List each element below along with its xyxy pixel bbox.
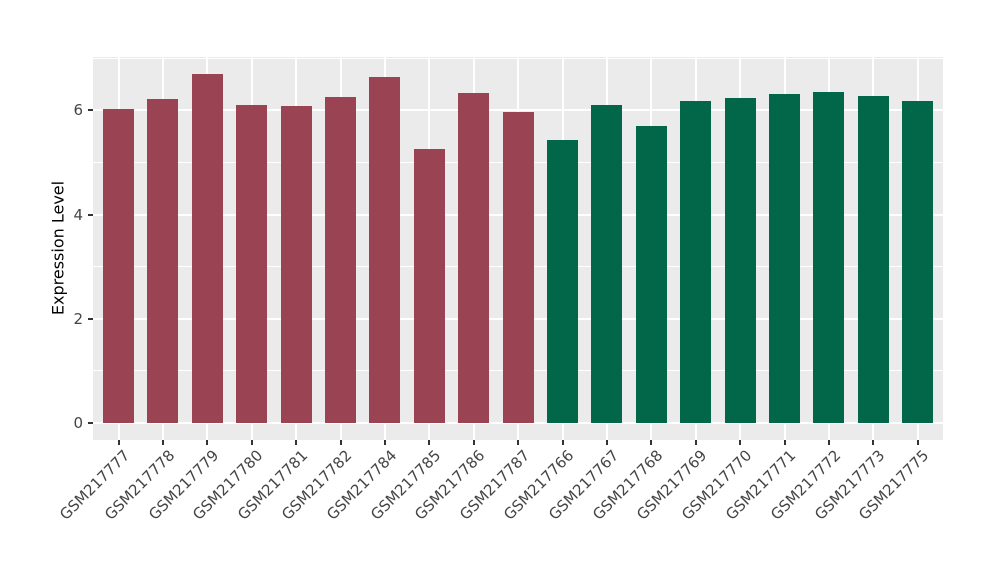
bar-GSM217782 <box>325 97 356 423</box>
bar-GSM217787 <box>502 112 534 423</box>
y-tick-label: 2 <box>73 309 83 328</box>
x-tick-mark <box>206 440 209 445</box>
bar-GSM217768 <box>635 126 667 423</box>
x-tick-mark <box>295 440 298 445</box>
bar-GSM217781 <box>280 105 312 423</box>
x-tick-mark <box>161 440 164 445</box>
x-tick-label: GSM217775 <box>761 446 932 523</box>
x-tick-mark <box>383 440 386 445</box>
x-tick-mark <box>872 440 875 445</box>
x-tick-label-text: GSM217775 <box>855 446 933 524</box>
x-tick-mark <box>605 440 608 445</box>
bar-GSM217786 <box>458 93 490 423</box>
bar-GSM217780 <box>236 104 268 423</box>
bar-GSM217770 <box>724 98 756 423</box>
y-tick-mark <box>88 213 93 216</box>
bar-GSM217773 <box>857 96 889 423</box>
y-tick-label: 4 <box>73 205 83 224</box>
x-tick-mark <box>472 440 475 445</box>
bar-GSM217779 <box>191 73 223 423</box>
bar-GSM217766 <box>547 140 578 423</box>
bar-GSM217784 <box>369 76 401 423</box>
x-tick-mark <box>650 440 653 445</box>
y-tick-mark <box>88 317 93 320</box>
y-tick-mark <box>88 422 93 424</box>
x-tick-mark <box>694 440 697 445</box>
y-tick-label: 6 <box>73 101 83 120</box>
bar-GSM217767 <box>591 104 623 423</box>
x-tick-mark <box>739 440 742 445</box>
bar-GSM217772 <box>813 91 845 423</box>
y-tick-label: 0 <box>73 414 83 432</box>
x-tick-mark <box>517 440 520 445</box>
x-tick-mark <box>117 440 120 445</box>
x-tick-mark <box>783 440 786 445</box>
x-tick-mark <box>916 440 919 445</box>
y-axis-title: Expression Level <box>48 180 68 316</box>
bar-GSM217775 <box>902 101 934 423</box>
bar-GSM217769 <box>680 101 712 423</box>
bar-GSM217778 <box>147 99 179 423</box>
x-tick-mark <box>561 440 564 445</box>
bar-GSM217785 <box>413 148 445 423</box>
bar-GSM217771 <box>769 94 800 423</box>
plot-panel <box>93 57 943 440</box>
x-tick-mark <box>428 440 431 445</box>
x-tick-mark <box>827 440 830 445</box>
x-tick-mark <box>250 440 253 445</box>
y-tick-mark <box>88 109 93 112</box>
bar-GSM217777 <box>103 109 134 423</box>
x-tick-mark <box>339 440 342 445</box>
